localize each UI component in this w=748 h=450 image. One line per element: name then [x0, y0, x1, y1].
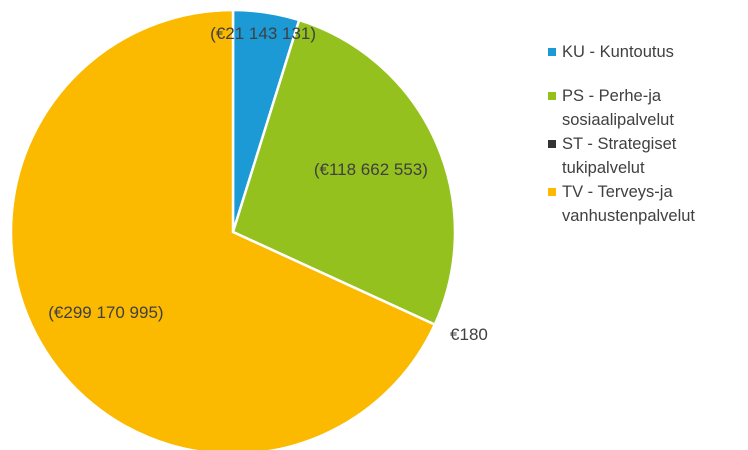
- legend-swatch: [548, 48, 556, 56]
- legend-entry: TV - Terveys-ja vanhustenpalvelut: [548, 180, 743, 228]
- legend-label: PS - Perhe-ja sosiaalipalvelut: [562, 87, 674, 129]
- data-label: (€118 662 553): [314, 160, 428, 179]
- legend-swatch: [548, 140, 556, 148]
- data-label: (€21 143 131): [210, 24, 316, 43]
- legend-swatch: [548, 92, 556, 100]
- legend-entry: ST - Strategiset tukipalvelut: [548, 132, 743, 180]
- pie-slice: [9, 8, 437, 450]
- legend-swatch: [548, 188, 556, 196]
- data-label: €180: [450, 325, 488, 344]
- pie-slice: [231, 18, 457, 327]
- legend-label: TV - Terveys-ja vanhustenpalvelut: [562, 183, 696, 225]
- legend-label: ST - Strategiset tukipalvelut: [562, 135, 677, 177]
- legend-entry: KU - Kuntoutus: [548, 40, 743, 64]
- legend-label: KU - Kuntoutus: [562, 43, 674, 61]
- legend-entry: PS - Perhe-ja sosiaalipalvelut: [548, 84, 743, 132]
- legend: KU - Kuntoutus PS - Perhe-ja sosiaalipalv…: [548, 40, 743, 236]
- data-label: (€299 170 995): [48, 303, 163, 322]
